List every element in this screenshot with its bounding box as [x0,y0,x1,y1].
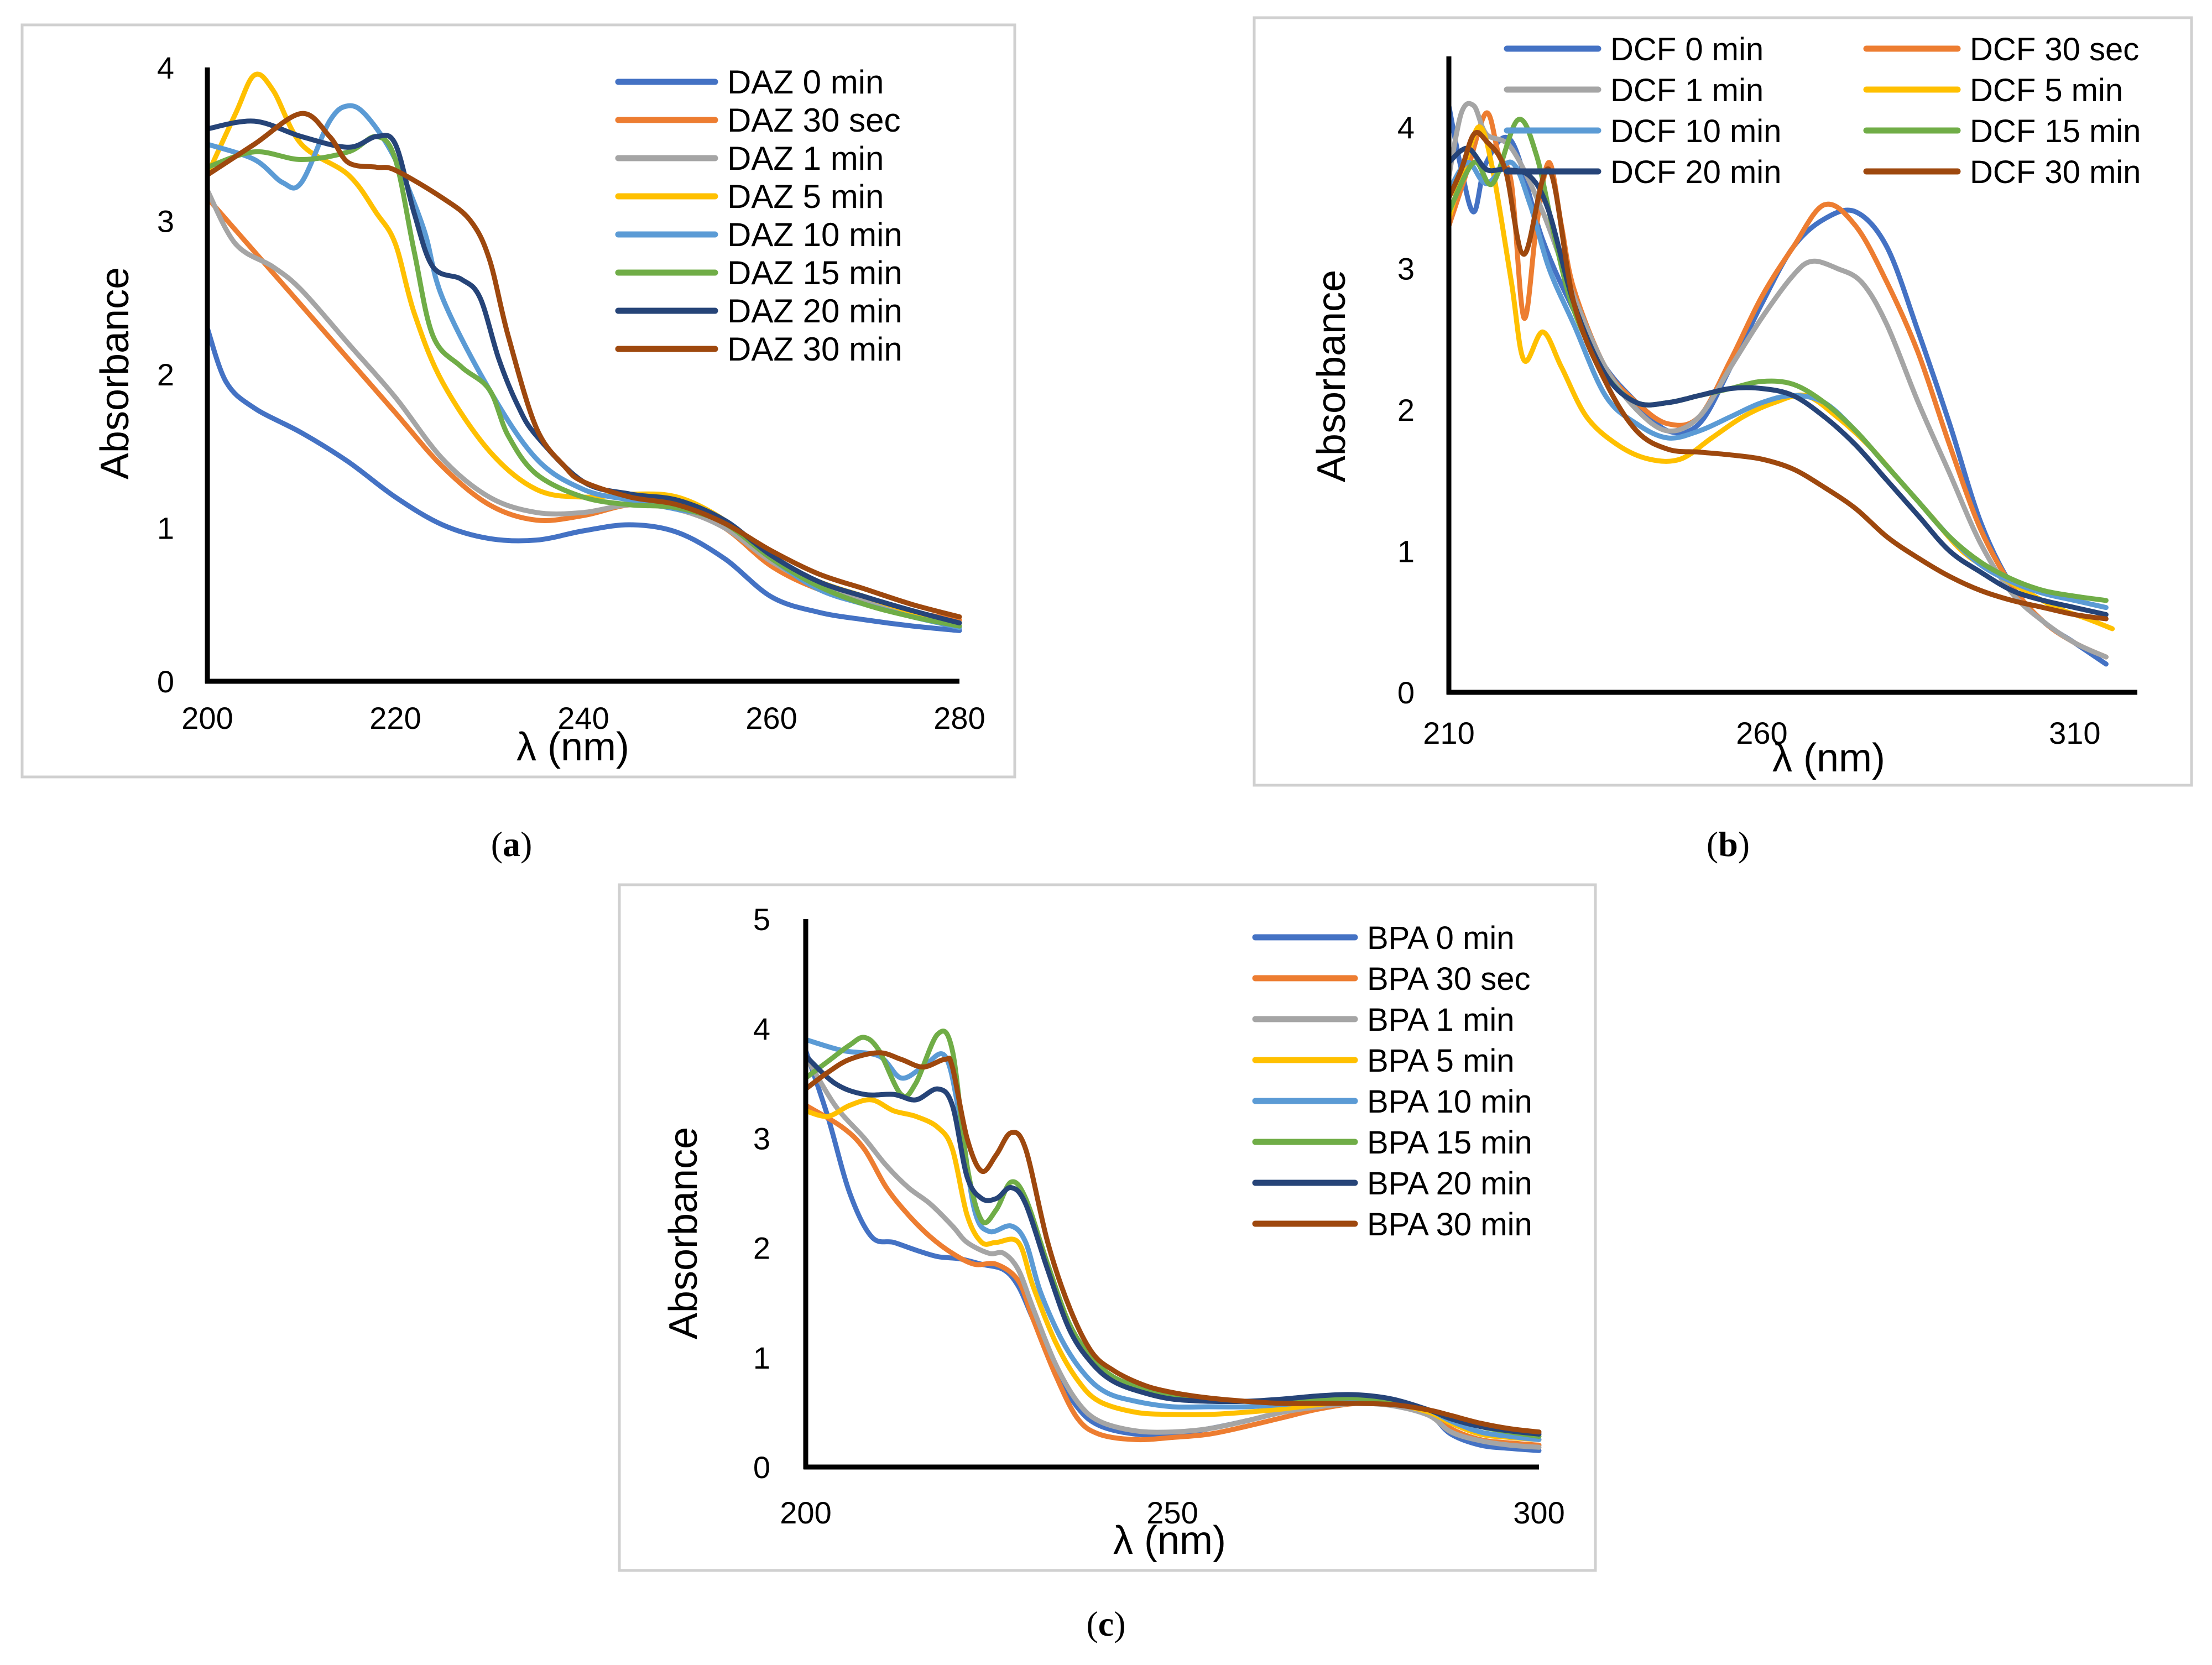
chart-a-legend-label-1: DAZ 30 sec [727,102,900,139]
panel-b-frame [1253,16,2193,787]
caption-c: (c) [1086,1604,1125,1643]
chart-b-y-tick-label-3: 3 [1397,251,1415,286]
chart-c-legend-label-4: BPA 10 min [1367,1084,1532,1120]
chart-b-legend-label-6: DCF 20 min [1610,154,1781,190]
panel-c: 200 250 300 0 1 2 3 4 5 λ (nm) Absorbance BPA 0 … [618,883,1597,1643]
chart-a-legend-label-0: DAZ 0 min [727,64,884,101]
chart-b-y-tick-label-2: 2 [1397,393,1415,427]
chart-b-legend-label-5: DCF 15 min [1970,113,2141,149]
chart-b-x-label: λ (nm) [1772,736,1885,780]
chart-a-y-tick-label-4: 4 [157,50,174,85]
chart-a-legend-label-3: DAZ 5 min [727,178,884,215]
chart-a-x-tick-label-2: 240 [557,701,609,735]
chart-b-y-tick-label-1: 1 [1397,534,1415,568]
chart-b-y-tick-label-4: 4 [1397,110,1415,145]
chart-b-series-line-0 [1446,103,2109,667]
chart-a-x-tick-label-3: 260 [745,701,797,735]
chart-c-y-tick-label-0: 0 [753,1450,770,1485]
chart-a-legend-label-7: DAZ 30 min [727,331,902,368]
panel-a-frame [20,23,1016,779]
chart-a-x-tick-label-4: 280 [933,701,985,735]
chart-a-legend-label-6: DAZ 20 min [727,293,902,330]
chart-b-y-tick-label-0: 0 [1397,675,1415,710]
chart-b-legend-label-4: DCF 10 min [1610,113,1781,149]
chart-a-plot: 200 220 240 260 280 0 1 2 3 4 [157,50,985,735]
chart-c-legend-label-0: BPA 0 min [1367,920,1515,956]
chart-c-y-tick-label-1: 1 [753,1340,770,1375]
panel-c-frame [618,883,1597,1572]
chart-b-x-tick-label-1: 260 [1736,716,1787,750]
chart-c-plot: 200 250 300 0 1 2 3 4 5 [753,902,1565,1530]
chart-c-y-tick-label-3: 3 [753,1121,770,1156]
chart-c-x-tick-label-2: 300 [1513,1495,1564,1530]
chart-c-y-tick-label-2: 2 [753,1231,770,1266]
chart-b-legend-label-2: DCF 1 min [1610,72,1764,108]
chart-c-legend-label-5: BPA 15 min [1367,1125,1532,1161]
caption-a: (a) [491,824,533,864]
chart-c-y-tick-label-4: 4 [753,1011,770,1046]
chart-c-legend: BPA 0 min BPA 30 sec BPA 1 min BPA 5 min BPA… [1252,920,1532,1243]
chart-b-legend-label-1: DCF 30 sec [1970,32,2139,67]
chart-b-x-tick-label-2: 310 [2049,716,2100,750]
chart-b-series-line-7 [1446,130,2109,622]
chart-c-legend-label-6: BPA 20 min [1367,1166,1532,1202]
panel-a: 200 220 240 260 280 0 1 2 3 4 λ (nm) Absorbance D… [20,23,1016,864]
caption-b: (b) [1707,824,1750,864]
chart-a-series-line-7 [205,111,962,619]
chart-b-legend-label-3: DCF 5 min [1970,72,2123,108]
chart-c-series-line-6 [803,1053,1542,1437]
chart-c-y-tick-label-5: 5 [753,902,770,937]
chart-a-legend-label-5: DAZ 15 min [727,254,902,291]
chart-c-legend-label-2: BPA 1 min [1367,1002,1515,1038]
chart-b-legend: DCF 0 min DCF 30 sec DCF 1 min DCF 5 min DCF… [1504,32,2141,190]
chart-b-series-line-2 [1446,101,2109,660]
chart-a-series-line-0 [205,326,962,633]
chart-c-x-tick-label-1: 250 [1146,1495,1198,1530]
chart-c-x-tick-label-0: 200 [780,1495,831,1530]
chart-a-y-label: Absorbance [93,267,137,479]
chart-c-x-label: λ (nm) [1113,1518,1226,1563]
chart-c-y-label: Absorbance [661,1127,706,1339]
chart-a-legend-label-2: DAZ 1 min [727,140,884,177]
chart-c-legend-label-7: BPA 30 min [1367,1207,1532,1243]
chart-b-legend-label-0: DCF 0 min [1610,32,1764,67]
chart-c-series-line-7 [803,1050,1542,1435]
chart-b-legend-label-7: DCF 30 min [1970,154,2141,190]
chart-a-y-tick-label-0: 0 [157,664,174,699]
chart-c-legend-label-1: BPA 30 sec [1367,961,1531,997]
chart-a-y-tick-label-1: 1 [157,511,174,546]
chart-b-y-label: Absorbance [1310,270,1354,482]
chart-b-x-tick-label-0: 210 [1423,716,1474,750]
chart-b-series-line-6 [1446,145,2109,617]
chart-c-legend-label-3: BPA 5 min [1367,1043,1515,1079]
chart-a-x-tick-label-1: 220 [369,701,421,735]
chart-a-x-tick-label-0: 200 [181,701,233,735]
chart-a-x-label: λ (nm) [517,725,629,769]
chart-a-legend-label-4: DAZ 10 min [727,216,902,253]
chart-b-plot: 210 260 310 0 1 2 3 4 [1397,56,2137,750]
panel-b: 210 260 310 0 1 2 3 4 λ (nm) Absorbance DCF 0 m… [1253,16,2193,864]
chart-a-y-tick-label-3: 3 [157,204,174,239]
chart-a-y-tick-label-2: 2 [157,357,174,392]
chart-a-series-line-6 [205,118,962,625]
